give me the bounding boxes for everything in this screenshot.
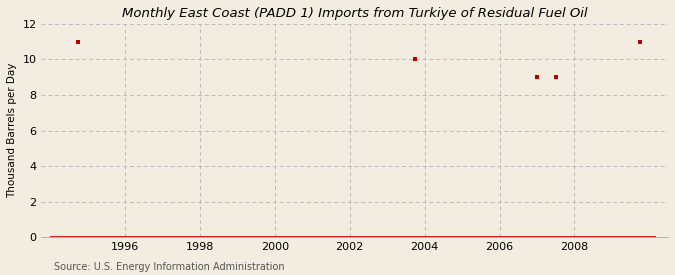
Text: Source: U.S. Energy Information Administration: Source: U.S. Energy Information Administ… [54,262,285,272]
Title: Monthly East Coast (PADD 1) Imports from Turkiye of Residual Fuel Oil: Monthly East Coast (PADD 1) Imports from… [122,7,587,20]
Y-axis label: Thousand Barrels per Day: Thousand Barrels per Day [7,63,17,198]
